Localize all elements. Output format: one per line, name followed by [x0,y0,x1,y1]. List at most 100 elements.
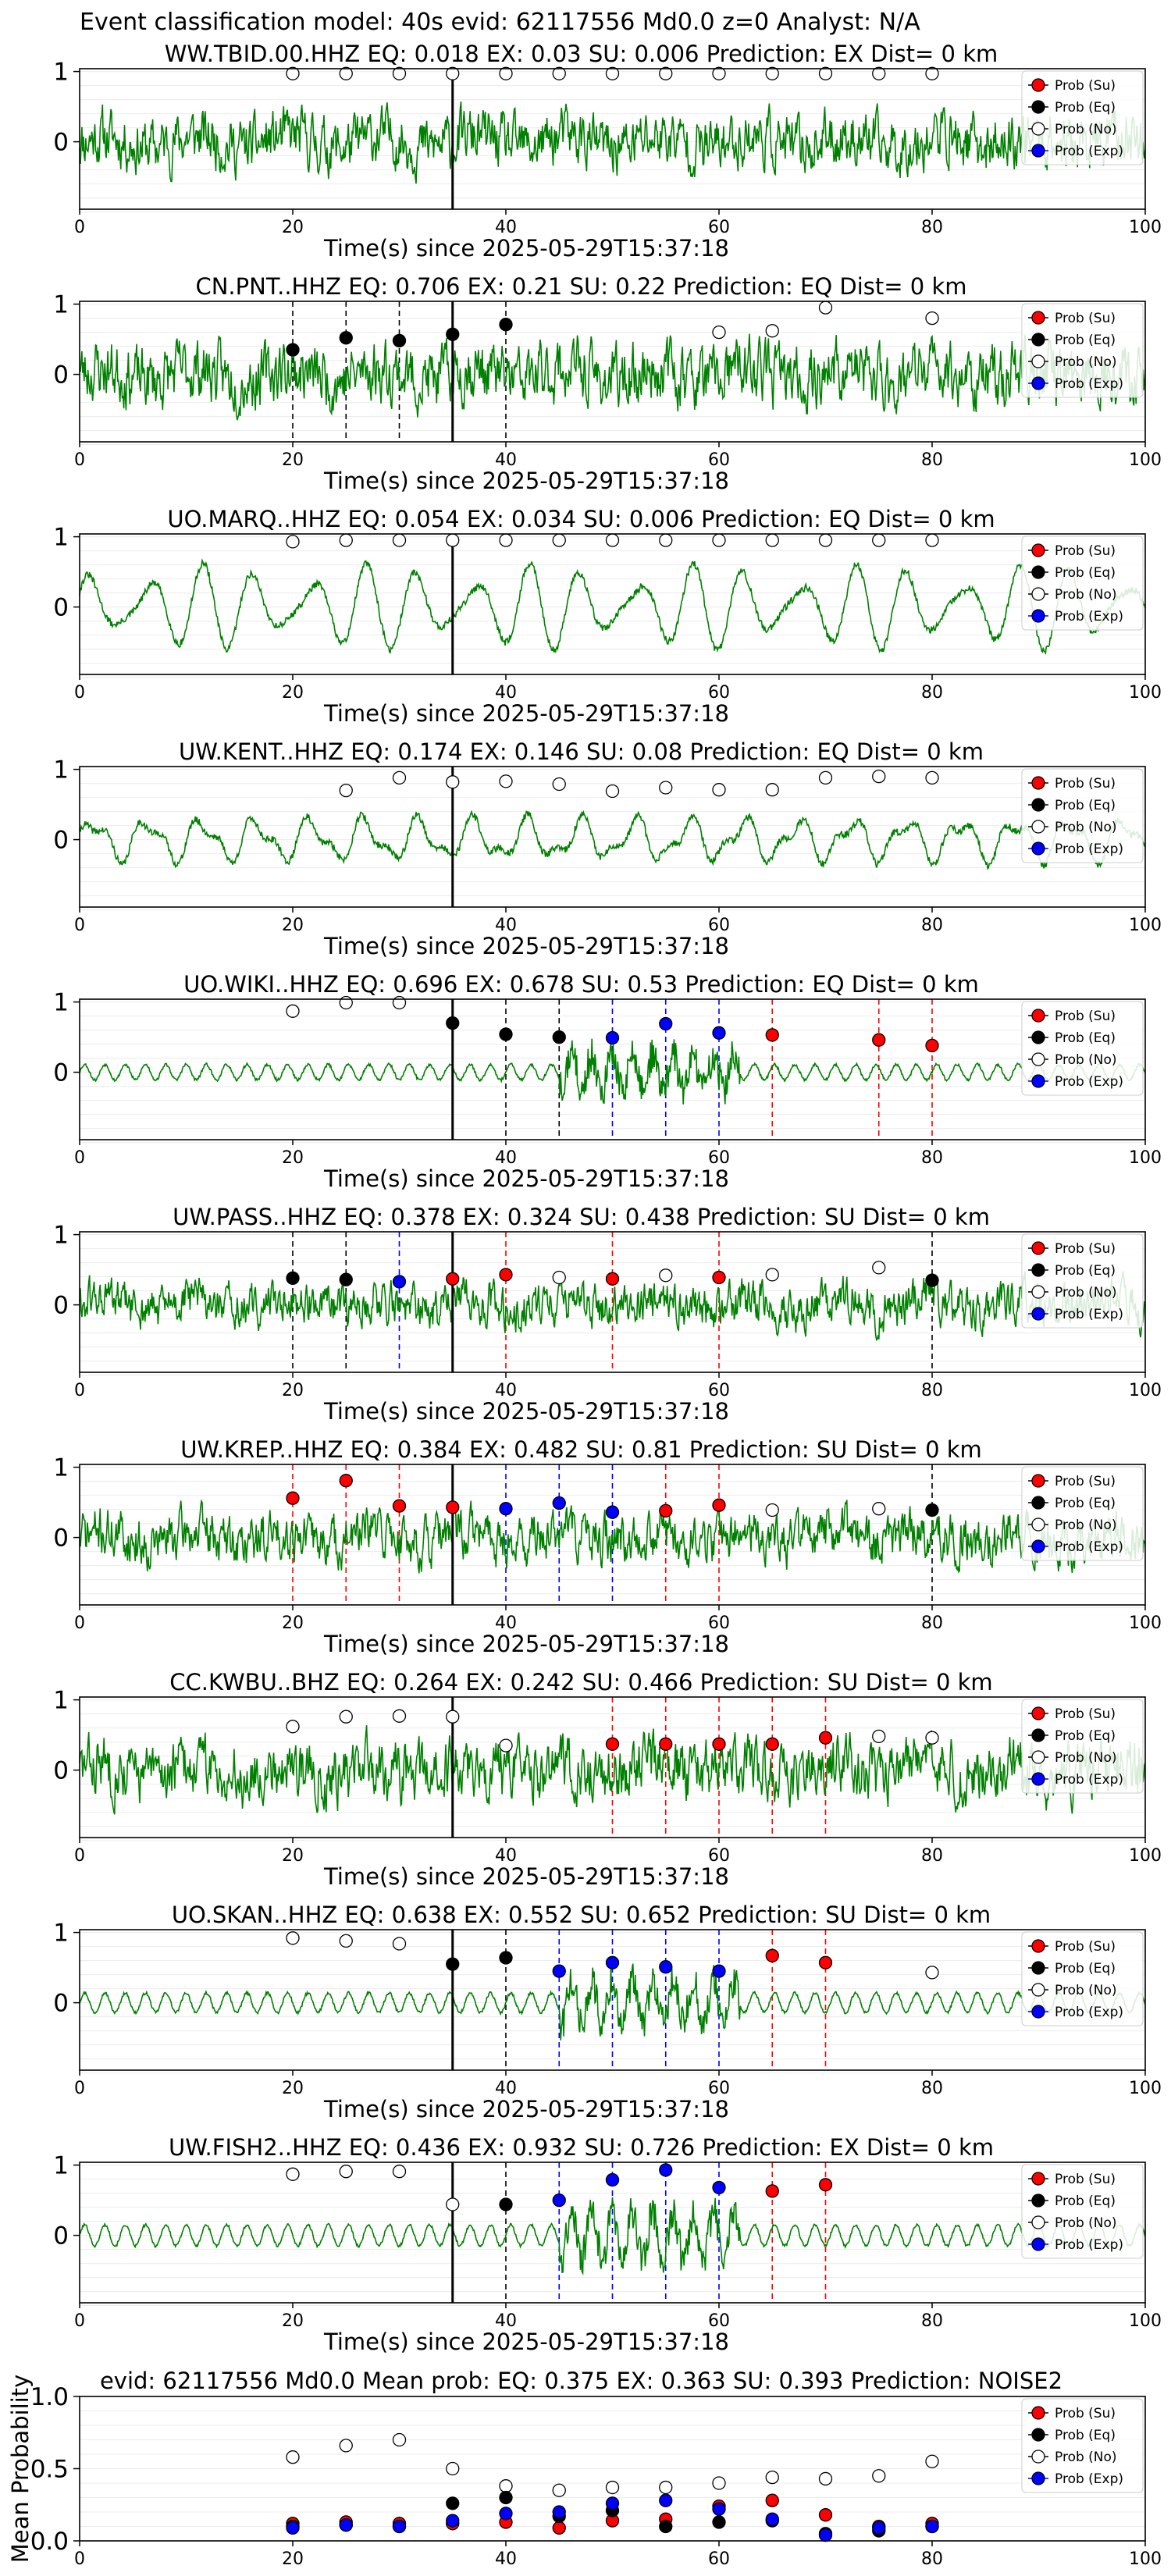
mean-prob-point [392,2519,407,2534]
legend-marker [1031,1307,1045,1321]
x-tick-label: 100 [1129,1148,1162,1168]
legend-marker [1031,144,1045,158]
waveform-trace [79,809,1146,870]
legend-marker [1031,2406,1045,2420]
prob-point [659,1016,673,1031]
prob-point [765,1268,779,1282]
prob-point [339,1934,353,1948]
prob-point [286,535,300,549]
x-tick-label: 60 [708,2549,730,2569]
prob-point [552,2193,566,2208]
panel-title: UW.KREP..HHZ EQ: 0.384 EX: 0.482 SU: 0.8… [180,1436,982,1463]
prob-point [605,1505,620,1519]
axes-frame [79,301,1146,443]
x-axis-label: Time(s) since 2025-05-29T15:37:18 [323,933,729,959]
waveform-trace [79,557,1146,655]
y-tick-label: 1 [53,1920,69,1948]
prob-point [446,1272,460,1286]
legend-marker [1031,122,1045,136]
x-tick-label: 80 [921,2311,943,2331]
mean-prob-point [712,2515,726,2529]
station-panel: UO.WIKI..HHZ EQ: 0.696 EX: 0.678 SU: 0.5… [53,971,1162,1192]
x-tick-label: 80 [921,683,943,703]
prob-point [499,66,513,80]
y-tick-label: 0 [53,827,69,855]
legend-marker [1031,1052,1045,1066]
x-tick-label: 0 [74,2549,85,2569]
legend-marker [1031,1496,1045,1510]
x-tick-label: 40 [495,2311,517,2331]
x-axis-label: Time(s) since 2025-05-29T15:37:18 [323,468,729,494]
legend-label: Prob (No) [1055,587,1117,603]
prob-point [552,1496,566,1510]
legend-label: Prob (Exp) [1055,2471,1123,2487]
station-panel: UO.MARQ..HHZ EQ: 0.054 EX: 0.034 SU: 0.0… [53,506,1162,727]
waveform-trace [79,1271,1146,1341]
x-tick-label: 40 [495,2079,517,2098]
legend-box [1021,2164,1144,2259]
legend-box [1021,2398,1144,2493]
prob-point [552,777,566,792]
legend-label: Prob (Su) [1055,1474,1116,1489]
mean-prob-point [499,2479,513,2493]
prob-point [446,327,460,341]
legend-label: Prob (Exp) [1055,1772,1123,1788]
prob-point [339,995,353,1010]
prob-point [872,66,886,80]
mean-prob-point [872,2521,886,2535]
prob-point [659,1268,673,1283]
legend-label: Prob (Exp) [1055,1539,1123,1555]
waveform-trace [79,1499,1146,1574]
y-tick-label: 0 [53,1292,69,1320]
x-tick-label: 40 [495,1148,517,1168]
y-tick-label: 0 [53,1525,69,1553]
legend-label: Prob (Exp) [1055,2005,1123,2020]
legend-marker [1031,776,1045,790]
y-tick-label: 1 [53,291,69,319]
prob-point [765,1503,779,1517]
station-panel: CN.PNT..HHZ EQ: 0.706 EX: 0.21 SU: 0.22 … [53,273,1162,494]
prob-point [712,1270,726,1285]
mean-prob-point [659,2480,673,2495]
y-tick-label: 0.0 [30,2528,69,2556]
axes-frame [79,1696,1146,1838]
prob-point [712,2180,726,2195]
legend-marker [1031,1030,1045,1044]
prob-point [712,1026,726,1040]
legend-marker [1031,1750,1045,1764]
prob-point [446,2197,460,2211]
prob-point [925,770,939,785]
station-panel: UW.KENT..HHZ EQ: 0.174 EX: 0.146 SU: 0.0… [53,738,1162,959]
legend-label: Prob (Su) [1055,1009,1116,1024]
prob-point [872,769,886,784]
prob-point [552,1964,566,1978]
y-tick-label: 1.0 [30,2383,69,2411]
y-tick-label: 0 [53,361,69,390]
prob-point [339,533,353,547]
prob-point [712,1737,726,1751]
prob-point [499,1268,513,1282]
mean-prob-point [392,2432,407,2447]
legend-box [1021,1001,1144,1096]
x-tick-label: 80 [921,450,943,470]
mean-probability-panel: evid: 62117556 Md0.0 Mean prob: EQ: 0.37… [7,2368,1162,2569]
legend-box [1021,1466,1144,1561]
mean-prob-point [712,2476,726,2490]
legend-marker [1031,354,1045,368]
figure-title: Event classification model: 40s evid: 62… [80,9,920,36]
prob-point [605,1955,620,1969]
station-panel: UW.FISH2..HHZ EQ: 0.436 EX: 0.932 SU: 0.… [53,2134,1162,2355]
prob-point [499,1738,513,1752]
legend-label: Prob (Eq) [1055,2428,1116,2443]
x-tick-label: 20 [282,1846,304,1866]
prob-point [605,1030,620,1045]
mean-prob-point [872,2469,886,2483]
panel-title: evid: 62117556 Md0.0 Mean prob: EQ: 0.37… [100,2368,1062,2394]
y-tick-label: 1 [53,989,69,1017]
panel-title: UO.MARQ..HHZ EQ: 0.054 EX: 0.034 SU: 0.0… [167,506,995,532]
x-tick-label: 40 [495,1381,517,1400]
x-tick-label: 40 [495,450,517,470]
mean-prob-point [659,2493,673,2507]
prob-point [339,331,353,345]
